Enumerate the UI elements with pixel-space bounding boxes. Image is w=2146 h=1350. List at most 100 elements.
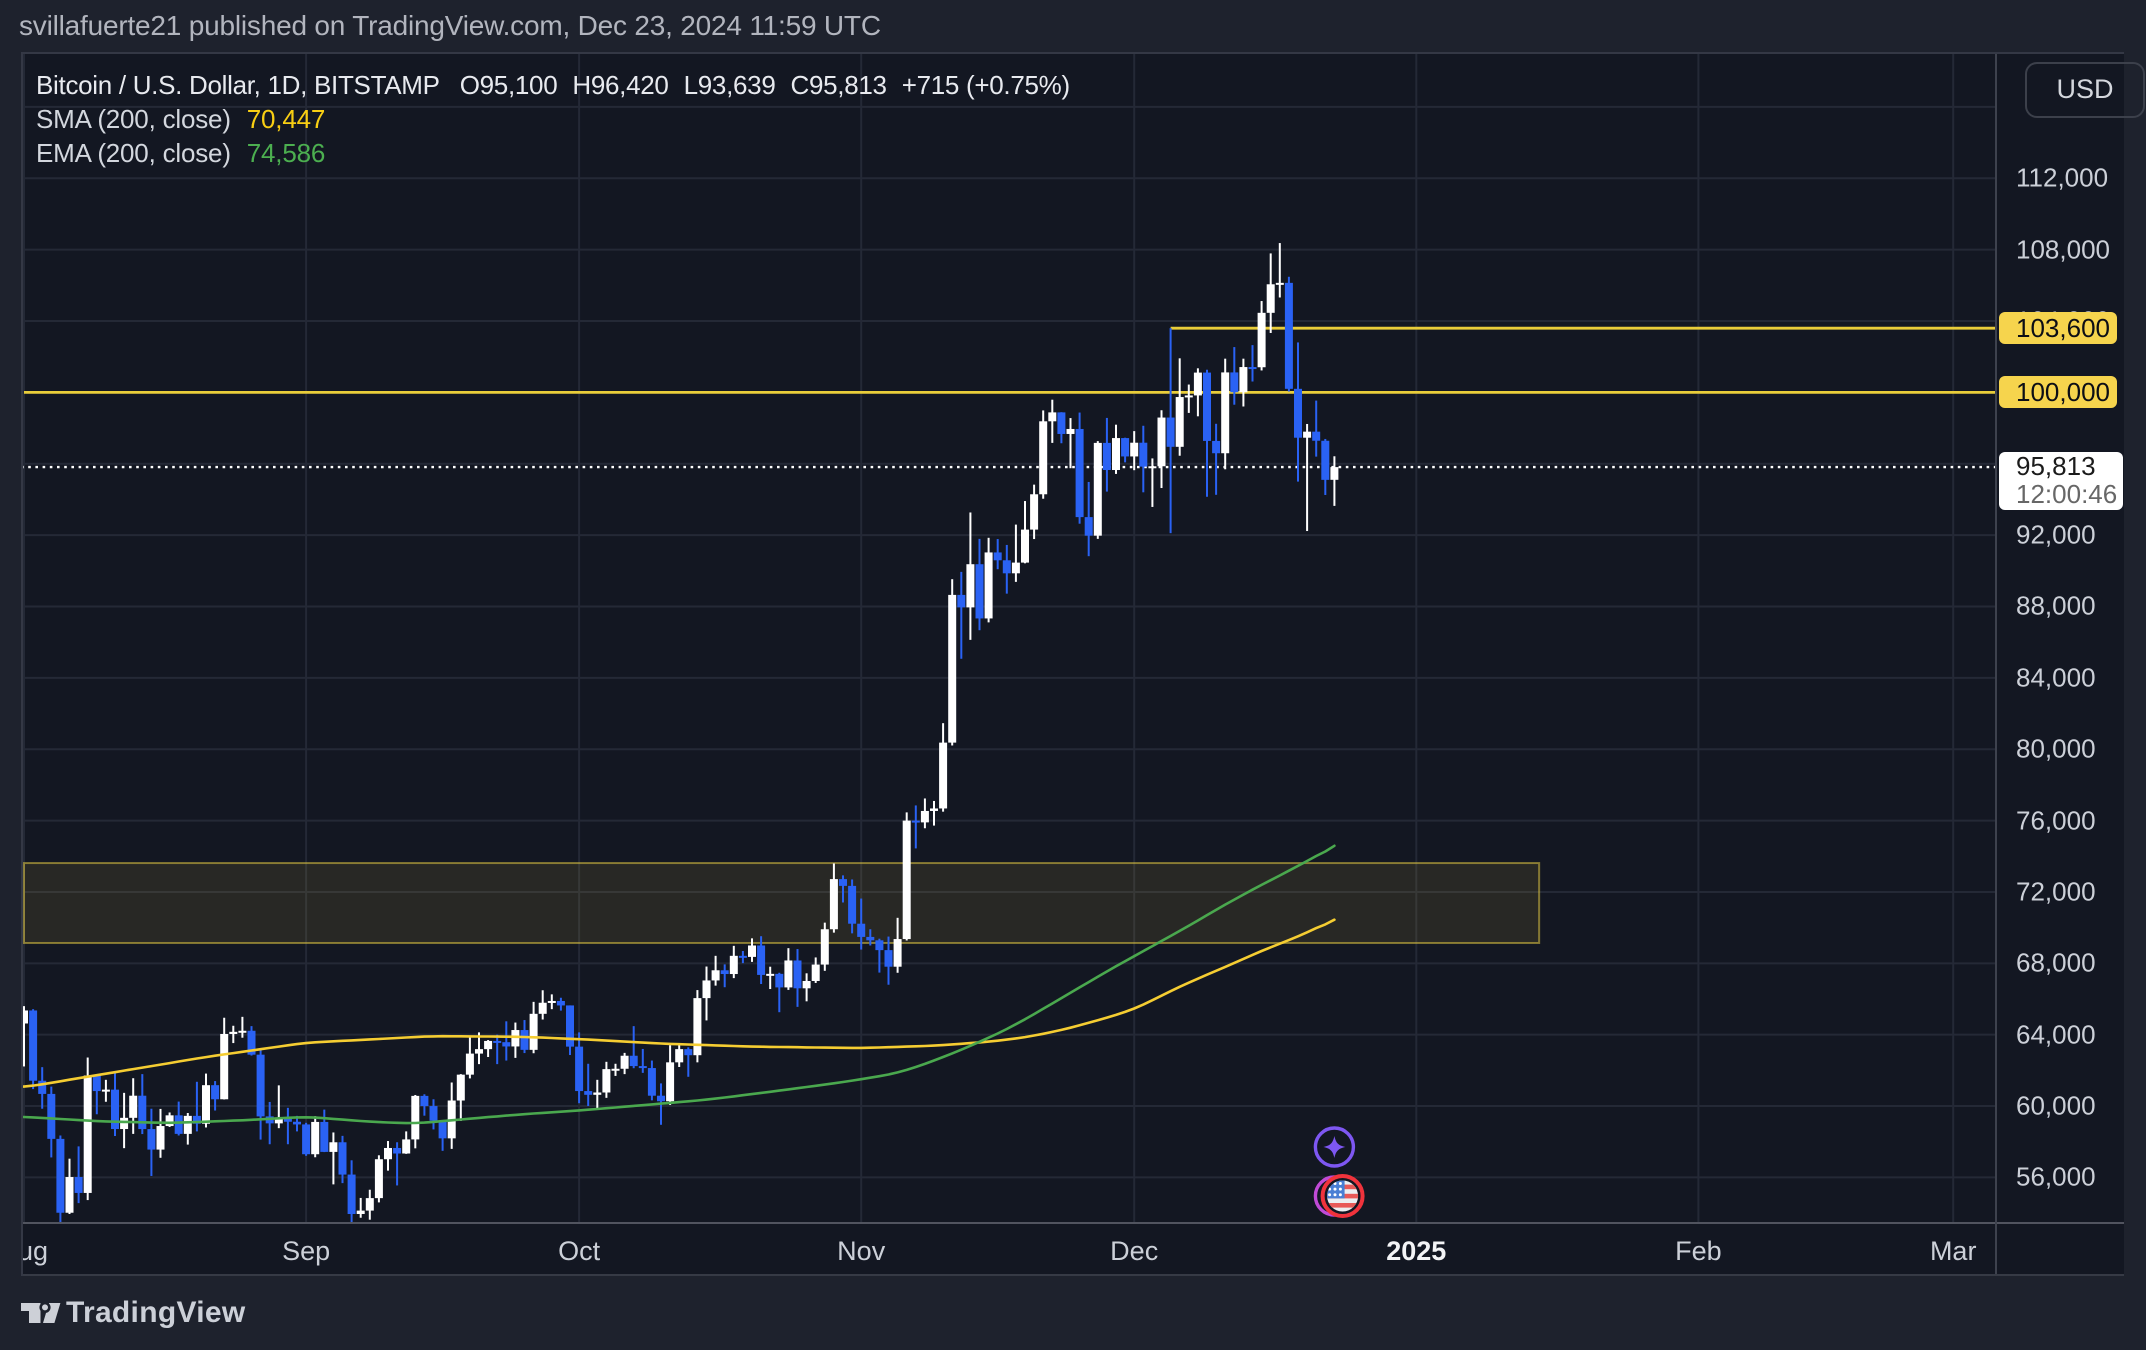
change-value: +715 (+0.75%)	[901, 69, 1070, 100]
candle	[192, 1081, 201, 1132]
candle	[356, 1197, 365, 1218]
price-tick-label: 68,000	[2016, 947, 2096, 978]
candle	[129, 1078, 138, 1134]
candle	[920, 798, 929, 829]
sparkle-icon[interactable]	[1313, 1126, 1356, 1168]
candle	[165, 1112, 174, 1127]
candle	[174, 1101, 183, 1136]
ema-row[interactable]: EMA (200, close) 74,586	[36, 136, 1077, 170]
us-flag-icon[interactable]	[1320, 1174, 1365, 1218]
time-tick-label: Aug	[21, 1236, 49, 1266]
candle	[502, 1021, 511, 1061]
price-tick-label: 92,000	[2016, 519, 2096, 550]
candle	[111, 1072, 119, 1137]
time-tick-label: 2025	[1386, 1236, 1447, 1266]
candle	[1039, 410, 1048, 499]
candle	[21, 1006, 28, 1067]
candle	[311, 1116, 320, 1158]
ema-label: EMA (200, close)	[36, 137, 231, 168]
candle	[211, 1081, 220, 1111]
candle	[1112, 424, 1120, 474]
candle	[1148, 458, 1157, 507]
price-tick-label: 76,000	[2016, 805, 2096, 836]
candle	[65, 1158, 74, 1214]
currency-toggle-button[interactable]: USD	[2025, 62, 2145, 118]
candle	[1275, 243, 1284, 298]
candle	[729, 945, 738, 979]
candle	[92, 1075, 101, 1115]
low-label: L	[683, 69, 698, 100]
high-value: 96,420	[590, 69, 669, 100]
candle	[529, 1001, 538, 1054]
candle	[984, 537, 993, 623]
support-zone-box[interactable]	[23, 862, 1541, 944]
footer-brand-text[interactable]: TradingView	[66, 1296, 246, 1329]
candle	[902, 812, 911, 941]
candle	[265, 1101, 274, 1145]
ohlc-values: O95,100 H96,420 L93,639 C95,813 +715 (+0.75%…	[460, 70, 1077, 101]
candle	[229, 1025, 238, 1044]
chart-widget: Bitcoin / U.S. Dollar, 1D, BITSTAMP O95,…	[21, 52, 2145, 1278]
candle	[1294, 342, 1302, 482]
candle	[1093, 441, 1102, 539]
candle	[866, 929, 875, 946]
candle	[748, 938, 756, 962]
candle	[447, 1082, 456, 1149]
candle	[1284, 276, 1293, 392]
candle	[38, 1067, 47, 1109]
candle	[1203, 369, 1211, 497]
grid-lines	[21, 52, 1995, 1222]
candle	[693, 990, 702, 1063]
candle	[702, 966, 711, 1021]
level-price-badge: 103,600	[1999, 312, 2117, 345]
candle	[811, 957, 820, 983]
price-tick-label: 72,000	[2016, 876, 2096, 907]
price-tick-label: 80,000	[2016, 733, 2096, 764]
candle	[1321, 438, 1330, 495]
chart-legend: Bitcoin / U.S. Dollar, 1D, BITSTAMP O95,…	[36, 68, 1077, 170]
candle	[120, 1092, 129, 1149]
candle	[575, 1032, 584, 1104]
candle	[1048, 399, 1057, 443]
candle	[293, 1115, 301, 1132]
candle	[1066, 418, 1075, 469]
candles	[21, 243, 1339, 1222]
candle	[438, 1120, 447, 1151]
close-label: C	[790, 69, 809, 100]
tradingview-logo-icon[interactable]	[21, 1303, 61, 1323]
time-axis[interactable]: Aug Sep Oct Nov Dec 2025 Feb Mar	[21, 1222, 2124, 1278]
candle	[948, 579, 957, 746]
candle	[384, 1141, 392, 1171]
price-tick-label: 56,000	[2016, 1161, 2096, 1192]
candle	[156, 1108, 165, 1158]
candle	[74, 1146, 83, 1204]
candle	[1130, 431, 1139, 471]
widget-bottom-border	[21, 1274, 2124, 1276]
footer-bar: TradingView	[0, 1276, 2146, 1348]
candle	[283, 1107, 292, 1145]
sma-row[interactable]: SMA (200, close) 70,447	[36, 102, 1077, 136]
time-tick-label: Nov	[837, 1236, 886, 1266]
candle	[556, 997, 565, 1011]
open-value: 95,100	[479, 69, 558, 100]
candle	[1075, 412, 1084, 524]
candle	[829, 863, 838, 933]
candle	[393, 1142, 402, 1186]
candle	[611, 1063, 620, 1076]
candle	[101, 1079, 110, 1102]
candle	[56, 1135, 65, 1222]
price-axis[interactable]: USD 56,000 60,000 64,000 68,000 72,000 76,000…	[1995, 52, 2145, 1222]
symbol-row: Bitcoin / U.S. Dollar, 1D, BITSTAMP O95,…	[36, 68, 1077, 102]
candle	[547, 994, 556, 1010]
candle	[411, 1094, 420, 1149]
candle	[957, 571, 966, 659]
candle	[1266, 253, 1275, 333]
candle	[939, 723, 948, 812]
candle	[538, 990, 547, 1020]
time-tick-label: Oct	[558, 1236, 601, 1266]
candle	[584, 1063, 593, 1107]
candle	[1021, 501, 1029, 564]
sma-label: SMA (200, close)	[36, 103, 231, 134]
candle	[320, 1109, 329, 1153]
price-tick-label: 112,000	[2016, 162, 2109, 193]
